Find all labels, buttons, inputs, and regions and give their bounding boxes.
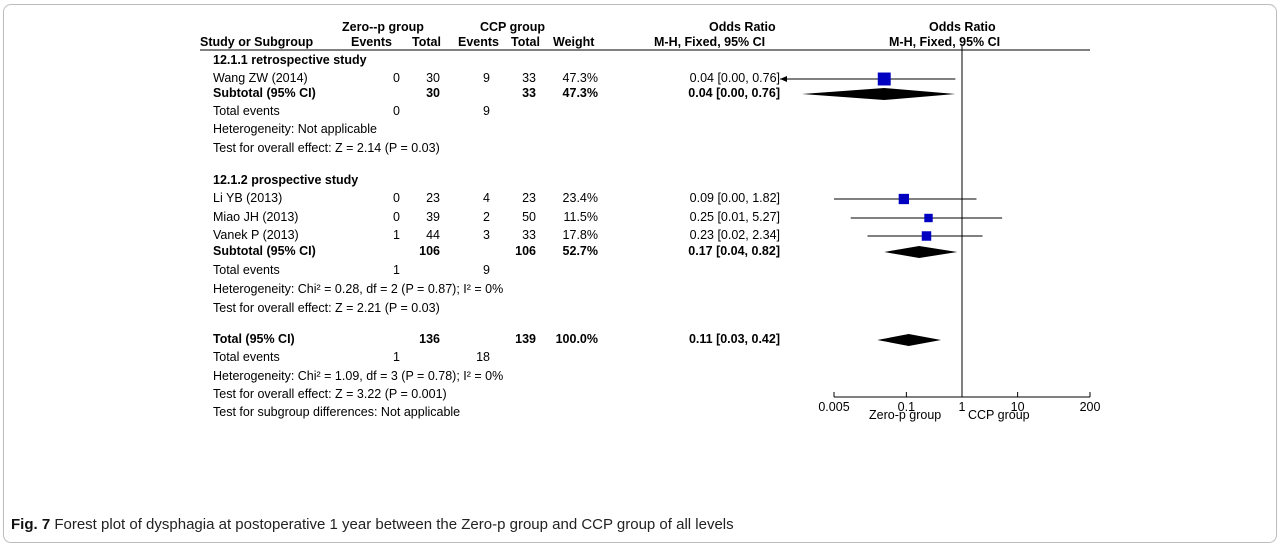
- events2-cell: 3: [483, 228, 490, 242]
- study-name: Wang ZW (2014): [213, 71, 308, 85]
- subtotal-total1: 30: [426, 86, 440, 100]
- ci-cell: 0.04 [0.00, 0.76]: [689, 71, 780, 85]
- weight-cell: 47.3%: [562, 71, 598, 85]
- subtotal-total1: 106: [419, 244, 440, 258]
- x-tick-label: 200: [1080, 400, 1101, 414]
- favours-left-label: Zero-p group: [869, 408, 942, 422]
- header-or-plot: Odds Ratio: [929, 20, 996, 34]
- x-tick-label: 1: [959, 400, 966, 414]
- header-study: Study or Subgroup: [200, 35, 314, 49]
- favours-right-label: CCP group: [968, 408, 1030, 422]
- subtotal-ci: 0.04 [0.00, 0.76]: [688, 86, 780, 100]
- total2-cell: 50: [522, 210, 536, 224]
- subgroup-title: 12.1.2 prospective study: [213, 173, 359, 187]
- header-total1: Total: [412, 35, 441, 49]
- figure-frame: [3, 4, 1277, 543]
- subgroup-title: 12.1.1 retrospective study: [213, 53, 367, 67]
- total-events-e1: 0: [393, 104, 400, 118]
- total1-cell: 23: [426, 191, 440, 205]
- subtotal-weight: 52.7%: [562, 244, 598, 258]
- events1-cell: 1: [393, 228, 400, 242]
- total-events-e2: 9: [483, 104, 490, 118]
- caption-label: Fig. 7: [11, 516, 51, 533]
- study-marker: [877, 72, 891, 86]
- study-marker: [921, 231, 932, 241]
- heterogeneity-text: Heterogeneity: Chi² = 1.09, df = 3 (P = …: [213, 369, 504, 383]
- events2-cell: 4: [483, 191, 490, 205]
- x-tick-label: 0.1: [898, 400, 915, 414]
- plot-layer: 0.005 0.1 1 10 200: [780, 45, 1100, 414]
- ci-clip-arrow: [780, 76, 787, 82]
- total-events-e1: 1: [393, 350, 400, 364]
- figure-caption: Fig. 7 Forest plot of dysphagia at posto…: [11, 516, 734, 534]
- ci-cell: 0.25 [0.01, 5.27]: [689, 210, 780, 224]
- header-or-num: Odds Ratio: [709, 20, 776, 34]
- caption-text: Forest plot of dysphagia at postoperativ…: [54, 516, 734, 533]
- header-or-plot-sub: M-H, Fixed, 95% CI: [889, 35, 1001, 49]
- total-total2: 139: [515, 332, 536, 346]
- weight-cell: 17.8%: [562, 228, 598, 242]
- total-ci: 0.11 [0.03, 0.42]: [688, 332, 780, 346]
- header-weight: Weight: [553, 35, 595, 49]
- events1-cell: 0: [393, 71, 400, 85]
- header-total2: Total: [511, 35, 540, 49]
- overall-effect-text: Test for overall effect: Z = 2.21 (P = 0…: [213, 301, 440, 315]
- header-group1: Zero--p group: [342, 20, 424, 34]
- weight-cell: 23.4%: [562, 191, 598, 205]
- total-events-e1: 1: [393, 263, 400, 277]
- subtotal-label: Subtotal (95% CI): [213, 244, 316, 258]
- total2-cell: 33: [522, 71, 536, 85]
- events2-cell: 2: [483, 210, 490, 224]
- pooled-diamond: [884, 246, 958, 258]
- total-weight: 100.0%: [555, 332, 598, 346]
- total-events-e2: 18: [476, 350, 490, 364]
- subtotal-total2: 106: [515, 244, 536, 258]
- total1-cell: 39: [426, 210, 440, 224]
- header-events1: Events: [351, 35, 392, 49]
- overall-effect-text: Test for overall effect: Z = 2.14 (P = 0…: [213, 141, 440, 155]
- total-events-label: Total events: [213, 104, 280, 118]
- subtotal-total2: 33: [522, 86, 536, 100]
- events1-cell: 0: [393, 191, 400, 205]
- total2-cell: 23: [522, 191, 536, 205]
- study-name: Miao JH (2013): [213, 210, 299, 224]
- weight-cell: 11.5%: [563, 210, 598, 224]
- total-events-e2: 9: [483, 263, 490, 277]
- heterogeneity-text: Heterogeneity: Chi² = 0.28, df = 2 (P = …: [213, 282, 504, 296]
- ci-cell: 0.09 [0.00, 1.82]: [689, 191, 780, 205]
- heterogeneity-text: Heterogeneity: Not applicable: [213, 122, 377, 136]
- events2-cell: 9: [483, 71, 490, 85]
- pooled-diamond: [877, 334, 942, 346]
- subgroup-differences-text: Test for subgroup differences: Not appli…: [213, 405, 461, 419]
- total-total1: 136: [419, 332, 440, 346]
- subtotal-ci: 0.17 [0.04, 0.82]: [688, 244, 780, 258]
- header-or-num-sub: M-H, Fixed, 95% CI: [654, 35, 766, 49]
- study-name: Li YB (2013): [213, 191, 283, 205]
- header-events2: Events: [458, 35, 499, 49]
- overall-effect-text: Test for overall effect: Z = 3.22 (P = 0…: [213, 387, 447, 401]
- subtotal-weight: 47.3%: [562, 86, 598, 100]
- total1-cell: 30: [426, 71, 440, 85]
- study-marker: [924, 213, 933, 223]
- total-label: Total (95% CI): [213, 332, 295, 346]
- total2-cell: 33: [522, 228, 536, 242]
- study-marker: [898, 193, 909, 205]
- total1-cell: 44: [426, 228, 440, 242]
- total-events-label: Total events: [213, 263, 280, 277]
- ci-cell: 0.23 [0.02, 2.34]: [689, 228, 780, 242]
- total-events-label: Total events: [213, 350, 280, 364]
- x-tick-label: 10: [1011, 400, 1025, 414]
- study-name: Vanek P (2013): [213, 228, 299, 242]
- events1-cell: 0: [393, 210, 400, 224]
- x-tick-label: 0.005: [818, 400, 849, 414]
- pooled-diamond: [802, 88, 956, 100]
- subtotal-label: Subtotal (95% CI): [213, 86, 316, 100]
- header-group2: CCP group: [480, 20, 546, 34]
